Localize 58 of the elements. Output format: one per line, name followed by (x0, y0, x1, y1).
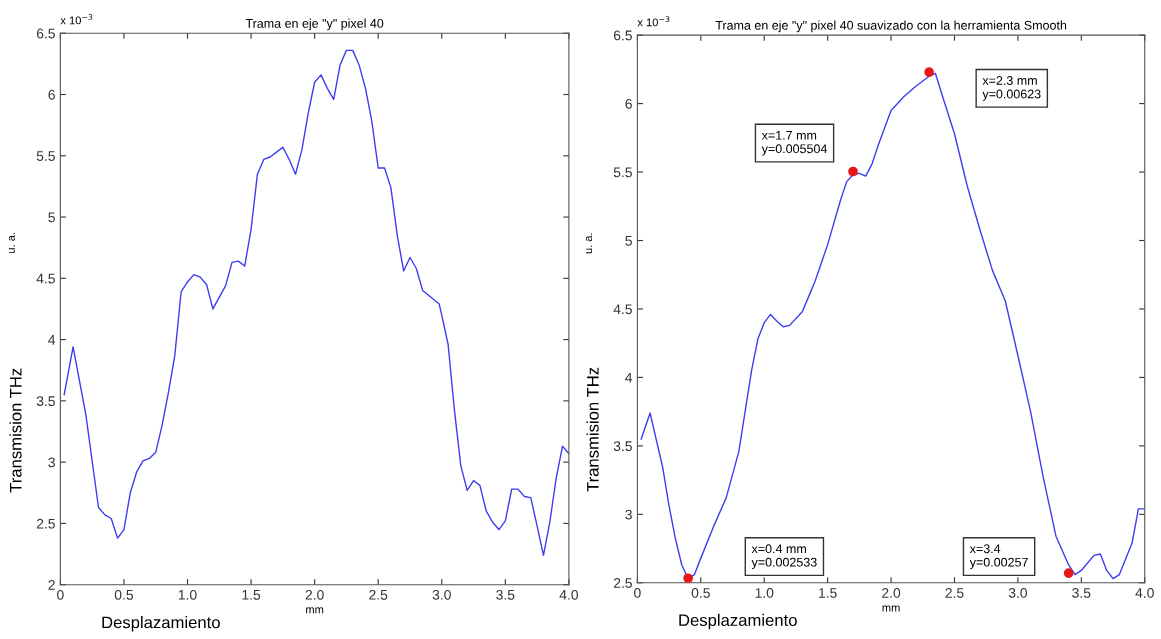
y-tick-label: 5.5 (36, 151, 55, 161)
line-series (63, 49, 569, 556)
x-axis-title: mm (882, 605, 900, 612)
x-tick-label: 3.5 (496, 589, 515, 600)
x-tick-label: 0 (634, 588, 641, 598)
y-tick-label: 4 (625, 372, 633, 383)
text: Desplazamiento (102, 616, 220, 632)
x-tick-label: 4.0 (1135, 588, 1154, 598)
annotation: x=0.4 mm y=0.002533 (751, 544, 817, 570)
x-tick-label: 2.0 (305, 589, 324, 600)
text: x 10$^{−3}$ (637, 16, 670, 27)
y-axis-title: u. a. (585, 233, 593, 254)
x-tick-label: 3.0 (1008, 588, 1028, 598)
x-tick-label: 1.5 (819, 588, 837, 598)
y-tick-label: 5 (625, 235, 632, 246)
y-tick-label: 2.5 (36, 518, 55, 529)
y-tick-label: 6 (625, 98, 632, 109)
y-tick-label: 4.5 (36, 273, 55, 284)
x-tick-label: 1.0 (755, 588, 774, 598)
chart-title: Trama en eje "y" pixel 40 (245, 18, 384, 31)
point (1063, 568, 1074, 579)
annotation: x=2.3 mm y=0.00623 (982, 76, 1041, 101)
y-tick-label: 2 (48, 580, 55, 590)
y-tick-label: 3.5 (36, 396, 55, 407)
text: Transmision THz (9, 368, 22, 493)
y-tick-label: 6 (48, 89, 55, 100)
x-tick-label: 2.5 (945, 588, 964, 598)
y-tick-label: 4 (48, 335, 56, 345)
annotation: x=1.7 mm y=0.005504 (761, 130, 828, 156)
y-tick-label: 3 (48, 457, 55, 468)
x-tick-label: 1.0 (178, 589, 197, 600)
y-axis-title: u. a. (8, 232, 15, 253)
x-tick-label: 4.0 (559, 589, 578, 600)
x-tick-label: 3.0 (432, 589, 451, 600)
y-tick-label: 6.5 (613, 30, 632, 41)
x-tick-label: 0 (57, 589, 64, 600)
x-tick-label: 2.0 (882, 588, 901, 598)
point (848, 166, 858, 177)
y-tick-label: 3 (625, 509, 632, 520)
y-tick-label: 6.5 (36, 28, 55, 39)
point (924, 67, 934, 77)
x-tick-label: 2.5 (369, 589, 388, 600)
x-axis-title: mm (306, 607, 324, 614)
text: Desplazamiento (679, 613, 797, 630)
x-tick-label: 3.5 (1072, 588, 1091, 598)
chart-title: Trama en eje "y" pixel 40 suavizado con la herramienta Smooth (715, 20, 1067, 33)
y-tick-label: 5 (48, 212, 55, 223)
x-tick-label: 0.5 (691, 588, 710, 598)
y-tick-label: 5.5 (613, 167, 632, 178)
y-tick-label: 2.5 (613, 578, 632, 588)
text: x 10$^{−3}$ (60, 14, 93, 25)
y-tick-label: 3.5 (613, 441, 632, 452)
point (683, 573, 693, 583)
text: Transmision THz (586, 367, 599, 492)
y-tick-label: 4.5 (613, 304, 632, 315)
annotation: x=3.4 y=0.00257 (969, 544, 1028, 570)
x-tick-label: 0.5 (114, 589, 134, 600)
x-tick-label: 1.5 (242, 590, 261, 600)
